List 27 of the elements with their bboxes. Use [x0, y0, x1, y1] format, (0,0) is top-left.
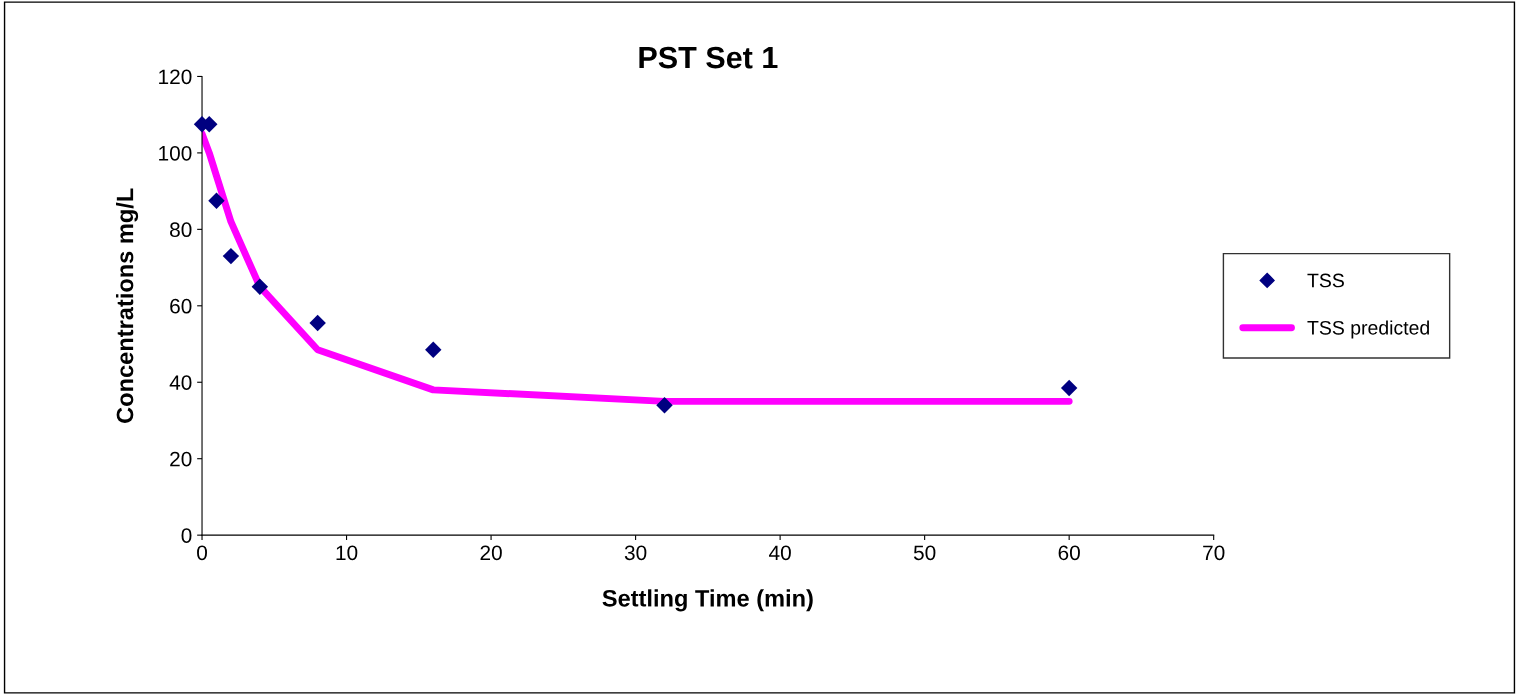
- point: [309, 314, 326, 332]
- x-tick-label: 0: [197, 545, 208, 561]
- legend-label: TSS predicted: [1307, 320, 1429, 339]
- point: [425, 341, 442, 358]
- x-tick-label: 60: [1058, 545, 1080, 561]
- y-tick-label: 80: [170, 222, 192, 238]
- x-tick-label: 10: [336, 545, 358, 561]
- y-tick-label: 60: [170, 298, 192, 314]
- x-tick-label: 30: [624, 545, 647, 561]
- y-axis-title: Concentrations mg/L: [115, 188, 139, 423]
- y-tick-label: 40: [169, 375, 192, 390]
- x-axis-title: Settling Time (min): [602, 589, 813, 612]
- y-tick-label: 100: [159, 145, 192, 161]
- y-tick-label: 0: [181, 528, 192, 543]
- point: [222, 247, 240, 265]
- point: [208, 192, 225, 209]
- legend-label: TSS: [1307, 273, 1344, 288]
- y-tick-label: 20: [170, 451, 192, 467]
- y-tick-label: 120: [159, 69, 192, 85]
- chart-title: PST Set 1: [639, 46, 778, 69]
- point: [1060, 379, 1078, 397]
- x-tick-label: 20: [480, 545, 502, 561]
- x-tick-label: 40: [769, 545, 791, 561]
- point: [656, 396, 673, 414]
- x-tick-label: 50: [913, 545, 936, 561]
- point: [251, 278, 269, 295]
- x-tick-label: 70: [1203, 545, 1225, 561]
